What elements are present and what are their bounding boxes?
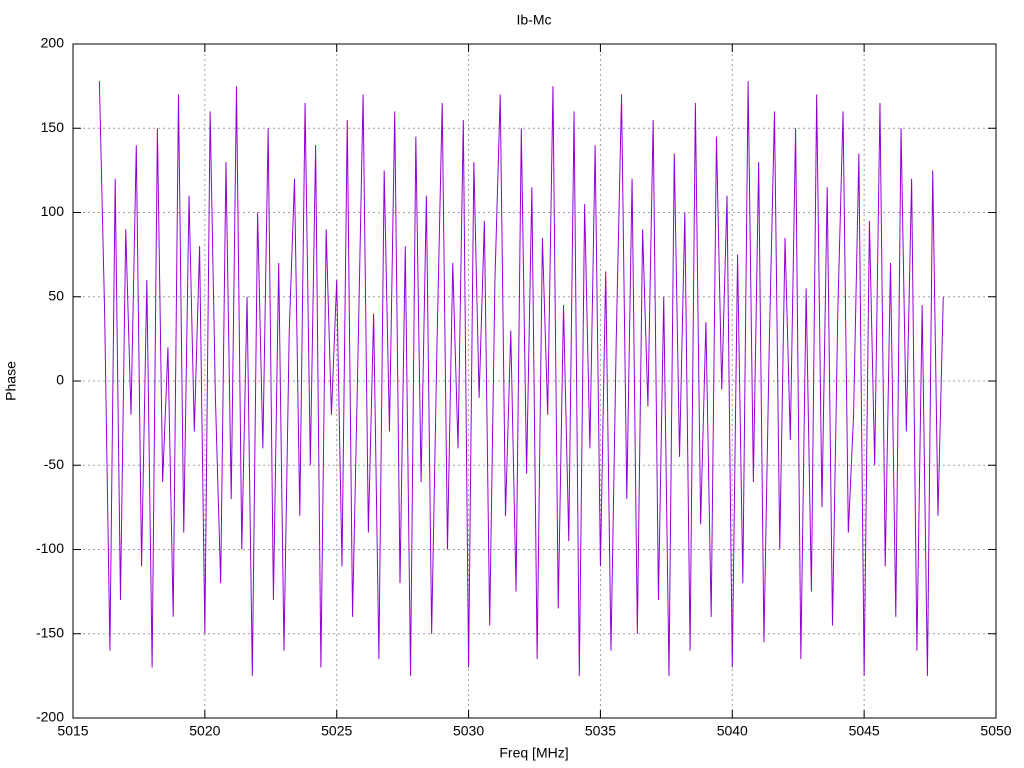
x-tick-label: 5040: [717, 723, 748, 739]
y-tick-label: -50: [44, 456, 64, 472]
y-tick-label: 50: [48, 287, 64, 303]
y-tick-label: 0: [56, 372, 64, 388]
x-tick-label: 5045: [849, 723, 880, 739]
ticks: -200 -150 -100 -50 0 50 100 150 200 5015 5020 5025 5…: [36, 35, 1012, 739]
x-tick-label: 5015: [57, 723, 88, 739]
y-tick-label: 150: [41, 119, 65, 135]
y-axis-label: Phase: [3, 361, 19, 401]
y-tick-label: 100: [41, 203, 65, 219]
x-tick-label: 5025: [321, 723, 352, 739]
plot-area: [98, 81, 944, 676]
x-axis-label: Freq [MHz]: [499, 745, 568, 761]
x-tick-label: 5030: [453, 723, 484, 739]
y-tick-label: -200: [36, 709, 64, 725]
y-tick-label: -100: [36, 540, 64, 556]
data-line: [98, 81, 944, 676]
x-tick-label: 5035: [585, 723, 616, 739]
chart-title: Ib-Mc: [517, 12, 552, 28]
y-tick-label: 200: [41, 35, 65, 51]
x-tick-label: 5020: [189, 723, 220, 739]
y-tick-label: -150: [36, 624, 64, 640]
x-tick-label: 5050: [980, 723, 1011, 739]
plot-border: [72, 43, 997, 719]
